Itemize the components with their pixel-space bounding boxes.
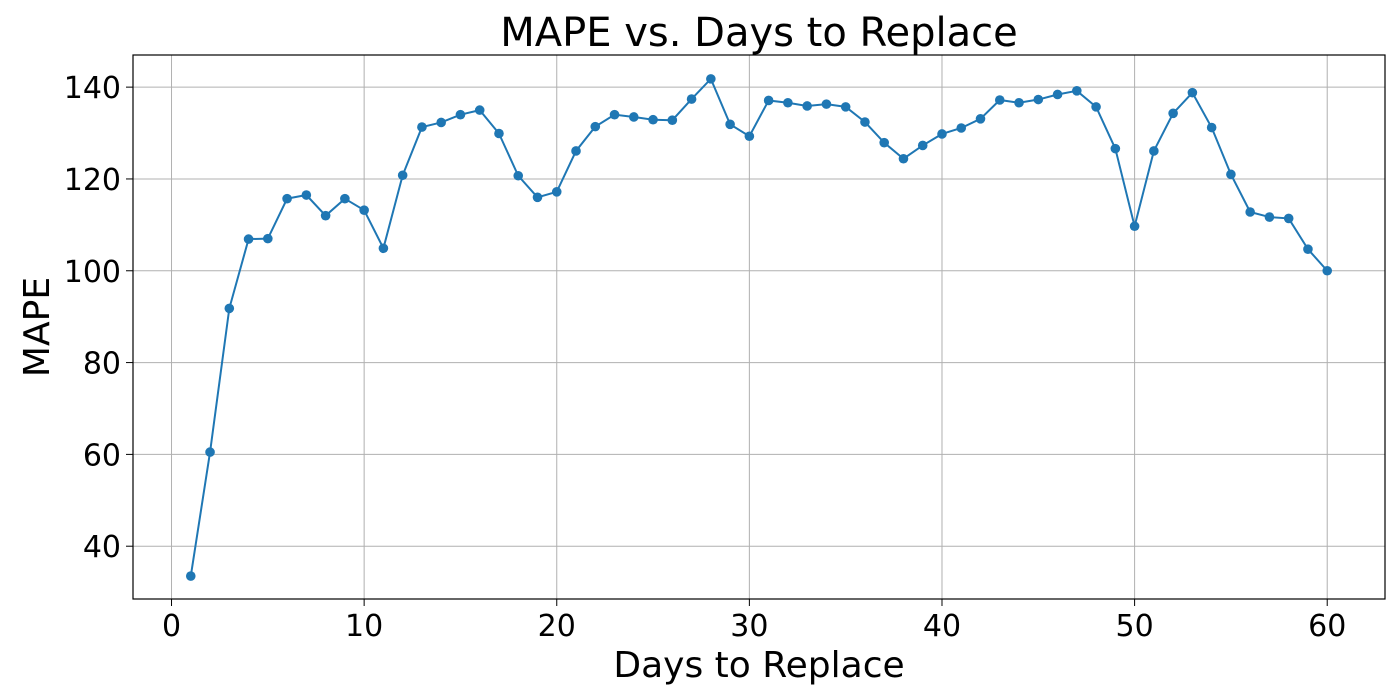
data-point xyxy=(224,303,235,314)
data-point xyxy=(629,112,639,122)
data-point xyxy=(301,190,312,200)
data-point xyxy=(1149,146,1159,156)
data-point xyxy=(860,117,870,127)
data-point xyxy=(1091,102,1101,112)
data-point xyxy=(1283,213,1294,224)
x-tick-label: 20 xyxy=(538,609,576,644)
data-point xyxy=(474,105,485,115)
y-axis-label: MAPE xyxy=(17,277,58,377)
data-point xyxy=(1206,122,1217,133)
data-point xyxy=(898,153,909,164)
data-point xyxy=(956,123,967,133)
data-point xyxy=(205,447,215,457)
data-point xyxy=(821,99,832,109)
data-point xyxy=(840,102,851,112)
data-point xyxy=(1129,221,1140,232)
data-point xyxy=(378,243,389,254)
data-point xyxy=(320,210,331,221)
y-tick-label: 40 xyxy=(83,530,121,565)
data-point xyxy=(706,74,716,84)
y-tick-label: 140 xyxy=(64,71,121,106)
data-point xyxy=(590,121,601,132)
data-point xyxy=(879,137,889,148)
data-point xyxy=(571,146,581,156)
data-point xyxy=(1072,86,1082,96)
data-point xyxy=(917,140,928,151)
x-tick-label: 50 xyxy=(1116,609,1154,644)
data-point xyxy=(532,192,543,203)
y-tick-label: 60 xyxy=(83,438,121,473)
data-point xyxy=(609,109,620,120)
grid xyxy=(133,55,1385,599)
data-point xyxy=(455,109,466,120)
series-layer xyxy=(185,74,1333,581)
data-point xyxy=(802,101,812,111)
data-point xyxy=(263,233,273,244)
data-point xyxy=(1168,108,1178,119)
data-point xyxy=(513,170,524,181)
data-point xyxy=(1187,87,1198,98)
chart-title: MAPE vs. Days to Replace xyxy=(500,10,1018,56)
data-point xyxy=(397,170,408,181)
data-point xyxy=(1264,212,1275,222)
x-tick-label: 10 xyxy=(345,609,383,644)
data-point xyxy=(686,94,697,104)
data-point xyxy=(975,114,986,124)
y-tick-label: 80 xyxy=(83,347,121,382)
x-tick-label: 60 xyxy=(1308,609,1346,644)
x-tick-label: 0 xyxy=(162,609,181,644)
series-line xyxy=(189,77,1328,577)
data-point xyxy=(667,115,678,125)
data-point xyxy=(1033,94,1044,105)
data-point xyxy=(1226,169,1236,180)
data-point xyxy=(282,193,292,204)
x-tick-label: 40 xyxy=(923,609,961,644)
data-point xyxy=(551,187,562,197)
data-point xyxy=(1052,89,1063,100)
data-point xyxy=(937,129,947,139)
data-point xyxy=(340,193,350,204)
data-point xyxy=(763,95,774,106)
x-tick-label: 30 xyxy=(730,609,768,644)
data-point xyxy=(783,97,793,108)
axis-ticks: 0 10 20 30 40 50 60 40 60 80 100 120 140 xyxy=(64,71,1347,644)
data-point xyxy=(994,95,1005,105)
data-point xyxy=(1014,97,1024,108)
data-point xyxy=(417,122,427,132)
data-point xyxy=(744,131,755,142)
data-point xyxy=(1110,143,1121,154)
data-point xyxy=(243,234,254,244)
data-point xyxy=(185,571,196,581)
data-point xyxy=(359,205,369,215)
data-point xyxy=(494,128,504,139)
y-tick-label: 120 xyxy=(64,163,121,198)
x-axis-label: Days to Replace xyxy=(613,645,904,686)
data-point xyxy=(436,117,446,128)
data-point xyxy=(648,114,658,125)
y-tick-label: 100 xyxy=(64,255,121,290)
plot-frame xyxy=(132,54,1386,600)
data-point xyxy=(1245,207,1255,217)
data-point xyxy=(1303,244,1313,254)
data-point xyxy=(725,119,735,130)
data-point xyxy=(1322,265,1333,276)
